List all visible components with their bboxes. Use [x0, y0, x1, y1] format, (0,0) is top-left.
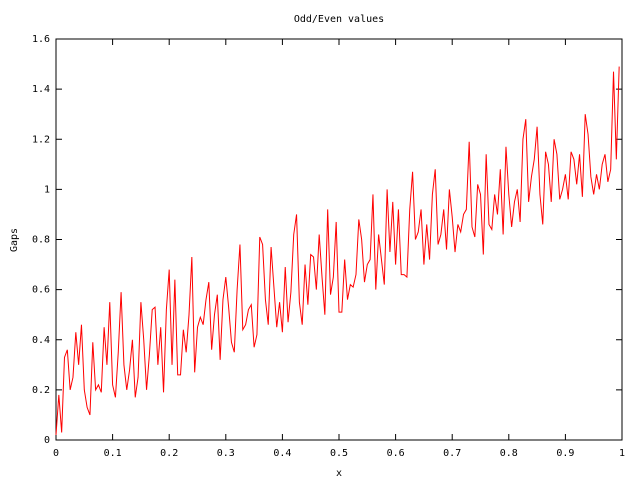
x-axis-label: x	[336, 468, 342, 479]
x-tick-label: 0.1	[104, 448, 122, 459]
y-tick-label: 0.4	[32, 335, 50, 346]
plot-frame	[55, 38, 623, 441]
y-tick-label: 1.4	[32, 84, 50, 95]
data-line	[55, 66, 620, 436]
y-tick-label: 1.6	[32, 34, 50, 45]
x-tick-label: 1	[619, 448, 625, 459]
x-tick-label: 0.2	[160, 448, 178, 459]
y-tick-label: 0.8	[32, 235, 50, 246]
x-tick-label: 0.5	[330, 448, 348, 459]
y-tick-label: 1	[44, 184, 50, 195]
chart-title: Odd/Even values	[294, 14, 384, 25]
x-tick-label: 0.7	[443, 448, 461, 459]
y-tick-label: 0.6	[32, 285, 50, 296]
x-tick-label: 0.8	[500, 448, 518, 459]
x-tick-label: 0.6	[387, 448, 405, 459]
y-axis-label: Gaps	[9, 228, 20, 252]
y-tick-label: 1.2	[32, 134, 50, 145]
x-tick-label: 0	[53, 448, 59, 459]
x-tick-label: 0.9	[556, 448, 574, 459]
x-tick-label: 0.4	[273, 448, 291, 459]
y-tick-label: 0	[44, 435, 50, 446]
y-tick-label: 0.2	[32, 385, 50, 396]
x-tick-label: 0.3	[217, 448, 235, 459]
